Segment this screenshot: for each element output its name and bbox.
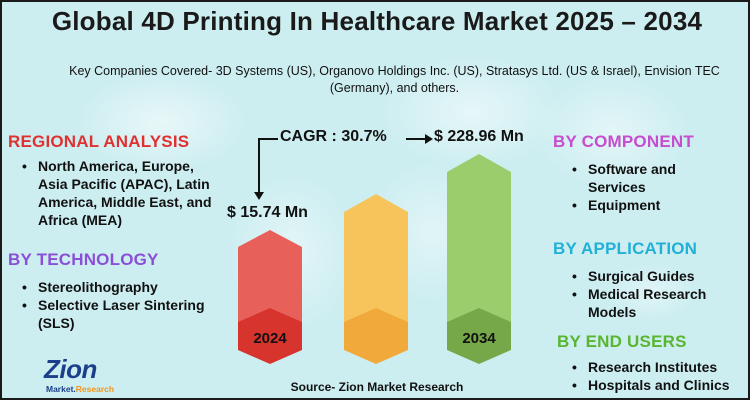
list-item: Stereolithography [18, 278, 218, 296]
hexagon-2034 [447, 308, 511, 364]
value-start-label: $ 15.74 Mn [227, 204, 308, 221]
key-companies-text: Key Companies Covered- 3D Systems (US), … [69, 64, 720, 95]
logo-sub-text: Market.Research [46, 384, 114, 394]
list-item: Software and Services [568, 160, 718, 196]
application-heading: BY APPLICATION [553, 239, 698, 258]
cagr-arrow-left [258, 138, 278, 194]
list-item: Selective Laser Sintering (SLS) [18, 296, 218, 332]
list-item: Surgical Guides [568, 267, 738, 285]
technology-list: StereolithographySelective Laser Sinteri… [18, 278, 218, 332]
cagr-label: CAGR : 30.7% [280, 128, 387, 145]
list-item: Equipment [568, 196, 718, 214]
logo-sub-b: Research [75, 384, 115, 394]
bar-mid [344, 194, 408, 332]
end-users-list: Research InstitutesHospitals and Clinics [568, 358, 748, 394]
component-heading: BY COMPONENT [553, 132, 694, 151]
source-text: Source- Zion Market Research [290, 380, 464, 394]
logo-sub-a: Market. [46, 384, 76, 394]
value-end-label: $ 228.96 Mn [434, 128, 524, 145]
cagr-arrow-right-head [425, 134, 433, 144]
page-title: Global 4D Printing In Healthcare Market … [51, 6, 703, 36]
list-item: Research Institutes [568, 358, 748, 376]
list-item: North America, Europe, Asia Pacific (APA… [18, 157, 223, 229]
bar-2034 [447, 154, 511, 332]
logo-main-text: Zion [44, 354, 97, 384]
bar-2034-label: 2034 [462, 330, 496, 347]
end-users-heading: BY END USERS [557, 332, 687, 351]
regional-list: North America, Europe, Asia Pacific (APA… [18, 157, 223, 229]
bar-2024-label: 2024 [253, 330, 287, 347]
zion-logo: Zion Market.Research [32, 354, 122, 398]
regional-heading: REGIONAL ANALYSIS [8, 132, 190, 151]
component-list: Software and ServicesEquipment [568, 160, 718, 214]
list-item: Hospitals and Clinics [568, 376, 748, 394]
cagr-arrow-left-head [254, 192, 264, 200]
list-item: Medical Research Models [568, 285, 738, 321]
hexagon-mid [344, 308, 408, 364]
hexagon-2024 [238, 308, 302, 364]
technology-heading: BY TECHNOLOGY [8, 250, 159, 269]
bar-2024 [238, 230, 302, 332]
application-list: Surgical GuidesMedical Research Models [568, 267, 738, 321]
